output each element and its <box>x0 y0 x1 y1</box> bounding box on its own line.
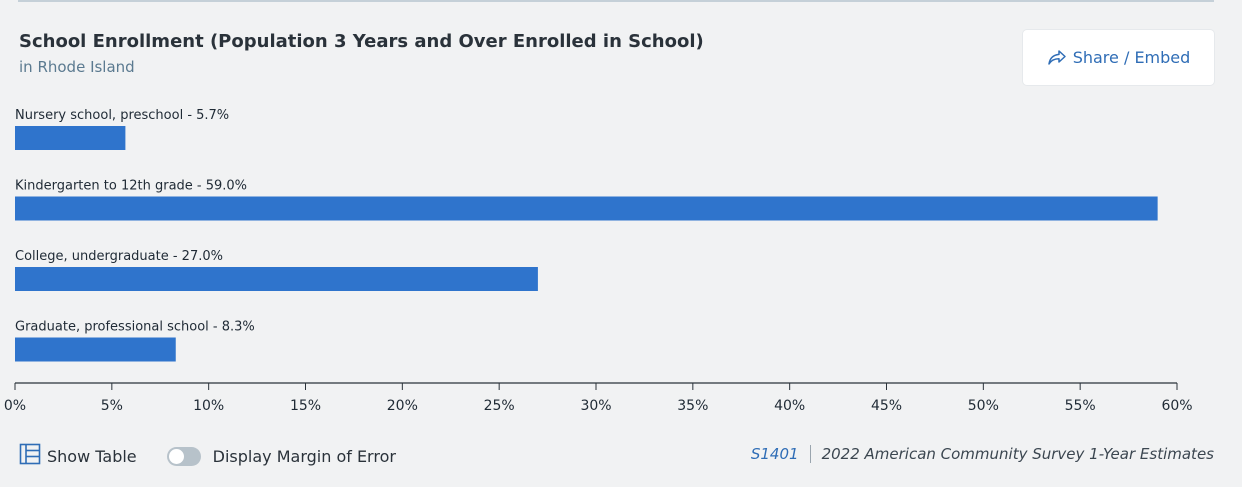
x-tick-label: 10% <box>193 398 224 414</box>
x-tick-label: 25% <box>484 398 515 414</box>
x-tick-label: 20% <box>387 398 418 414</box>
bar <box>15 196 1158 221</box>
margin-of-error-label: Display Margin of Error <box>212 446 396 466</box>
x-tick-label: 15% <box>290 398 321 414</box>
x-tick-label: 5% <box>101 398 123 414</box>
share-embed-label: Share / Embed <box>1072 48 1191 67</box>
bar-label: Kindergarten to 12th grade - 59.0% <box>15 179 247 194</box>
x-tick-label: 40% <box>774 398 805 414</box>
top-divider <box>18 0 1214 2</box>
bar <box>15 337 176 362</box>
x-tick-label: 55% <box>1065 398 1096 414</box>
x-tick-label: 45% <box>871 398 902 414</box>
margin-of-error-toggle[interactable] <box>166 446 201 466</box>
share-icon <box>1047 49 1067 67</box>
bar-label: College, undergraduate - 27.0% <box>15 249 223 264</box>
bar <box>15 126 126 150</box>
x-tick-label: 30% <box>580 398 611 414</box>
bar-label: Nursery school, preschool - 5.7% <box>15 108 229 123</box>
show-table-button[interactable]: Show Table <box>19 443 137 469</box>
x-tick-label: 35% <box>677 398 708 414</box>
table-icon <box>19 443 41 469</box>
data-source: 2022 American Community Survey 1-Year Es… <box>821 445 1214 463</box>
bar-label: Graduate, professional school - 8.3% <box>15 320 255 335</box>
enrollment-bar-chart: Nursery school, preschool - 5.7% Kinderga… <box>4 108 1193 414</box>
show-table-label: Show Table <box>47 446 137 466</box>
share-embed-button[interactable]: Share / Embed <box>1023 30 1214 85</box>
chart-subtitle: in Rhode Island <box>19 58 135 76</box>
chart-title: School Enrollment (Population 3 Years an… <box>19 31 704 52</box>
table-id-link[interactable]: S1401 <box>750 445 799 463</box>
x-tick-label: 50% <box>968 398 999 414</box>
x-tick-label: 60% <box>1161 398 1192 414</box>
x-tick-label: 0% <box>4 398 26 414</box>
toggle-knob <box>168 448 184 464</box>
bar <box>15 267 538 291</box>
footer-separator <box>809 445 811 463</box>
